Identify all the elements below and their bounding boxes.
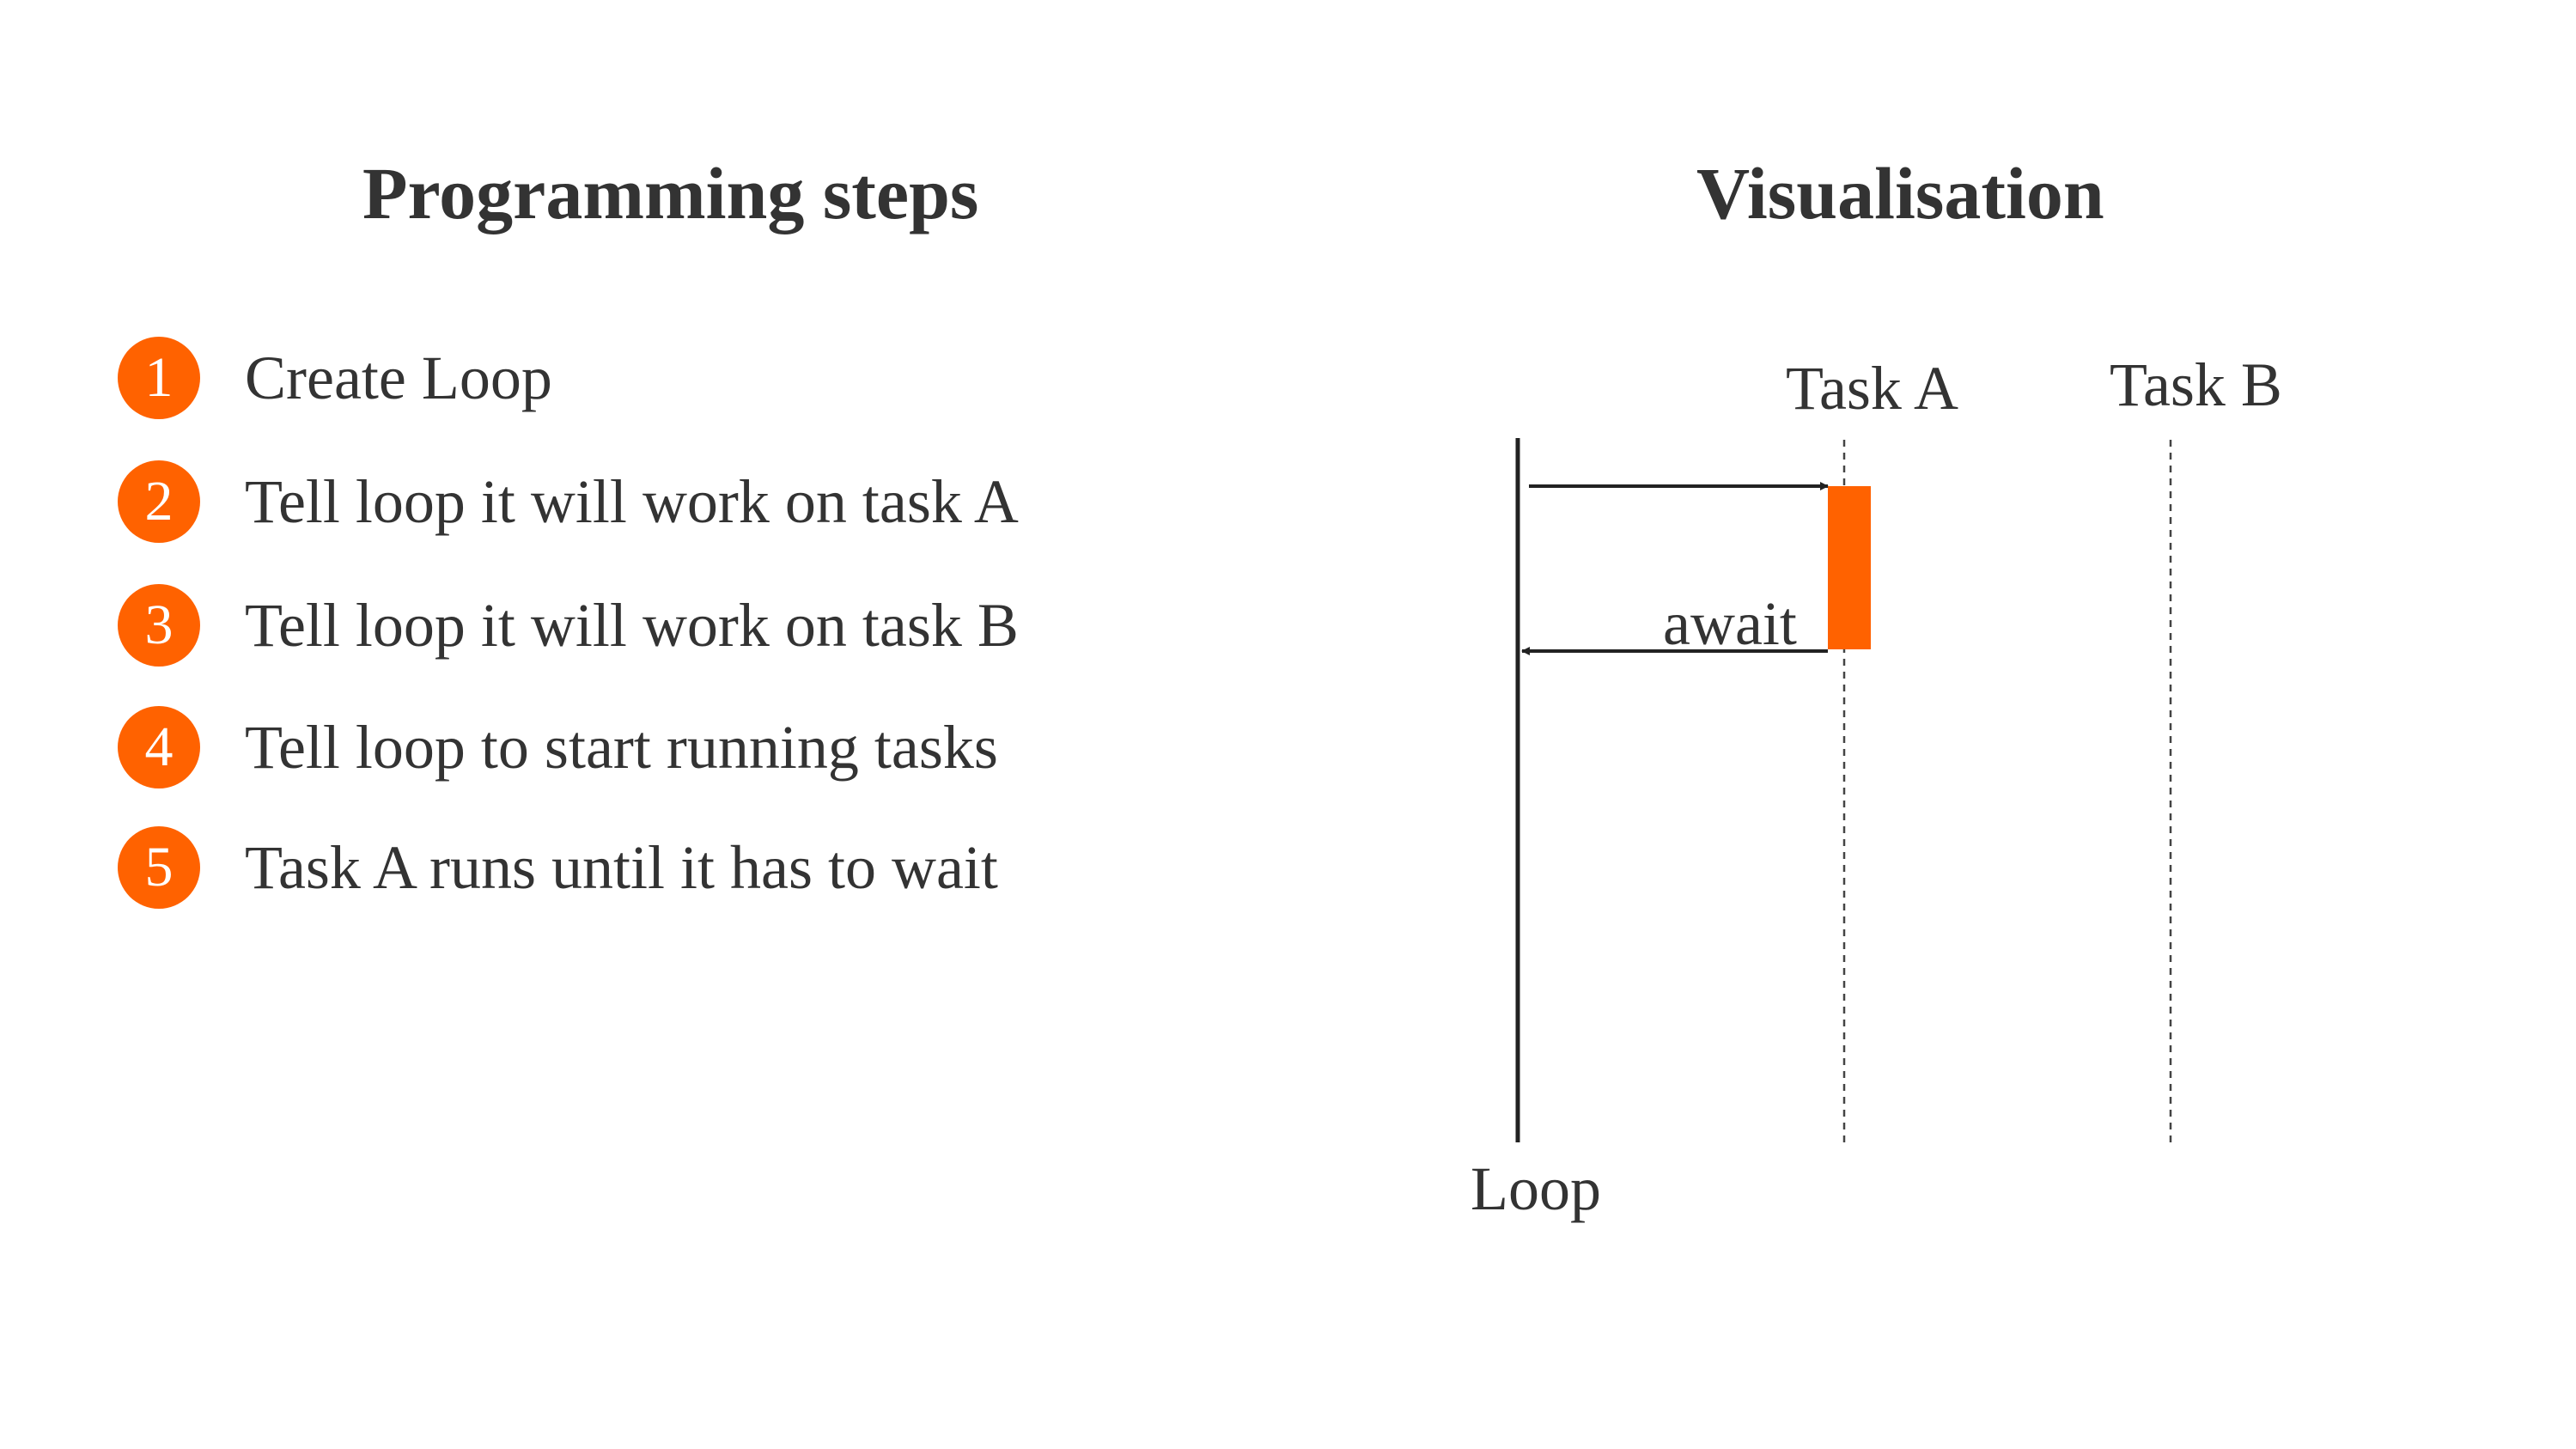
step-number-badge: 2 <box>118 460 200 543</box>
visualisation-heading: Visualisation <box>1696 152 2104 234</box>
step-number-badge: 5 <box>118 826 200 909</box>
step-number-badge: 4 <box>118 706 200 788</box>
step-text: Tell loop it will work on task A <box>245 466 1019 536</box>
task-b-label: Task B <box>2110 350 2282 419</box>
step-text: Create Loop <box>245 343 552 412</box>
step-item: 5 Task A runs until it has to wait <box>118 826 998 909</box>
step-number-badge: 1 <box>118 337 200 419</box>
step-text: Tell loop to start running tasks <box>245 712 998 782</box>
step-text: Tell loop it will work on task B <box>245 590 1019 660</box>
programming-steps-heading: Programming steps <box>362 152 979 234</box>
task-a-label: Task A <box>1786 354 1958 423</box>
loop-label: Loop <box>1471 1154 1601 1223</box>
await-label: await <box>1663 589 1797 658</box>
task-a-activation-bar <box>1828 486 1871 649</box>
step-text: Task A runs until it has to wait <box>245 832 998 902</box>
step-item: 1 Create Loop <box>118 337 552 419</box>
step-number-badge: 3 <box>118 584 200 667</box>
step-item: 3 Tell loop it will work on task B <box>118 584 1019 667</box>
step-item: 2 Tell loop it will work on task A <box>118 460 1019 543</box>
step-item: 4 Tell loop to start running tasks <box>118 706 998 788</box>
